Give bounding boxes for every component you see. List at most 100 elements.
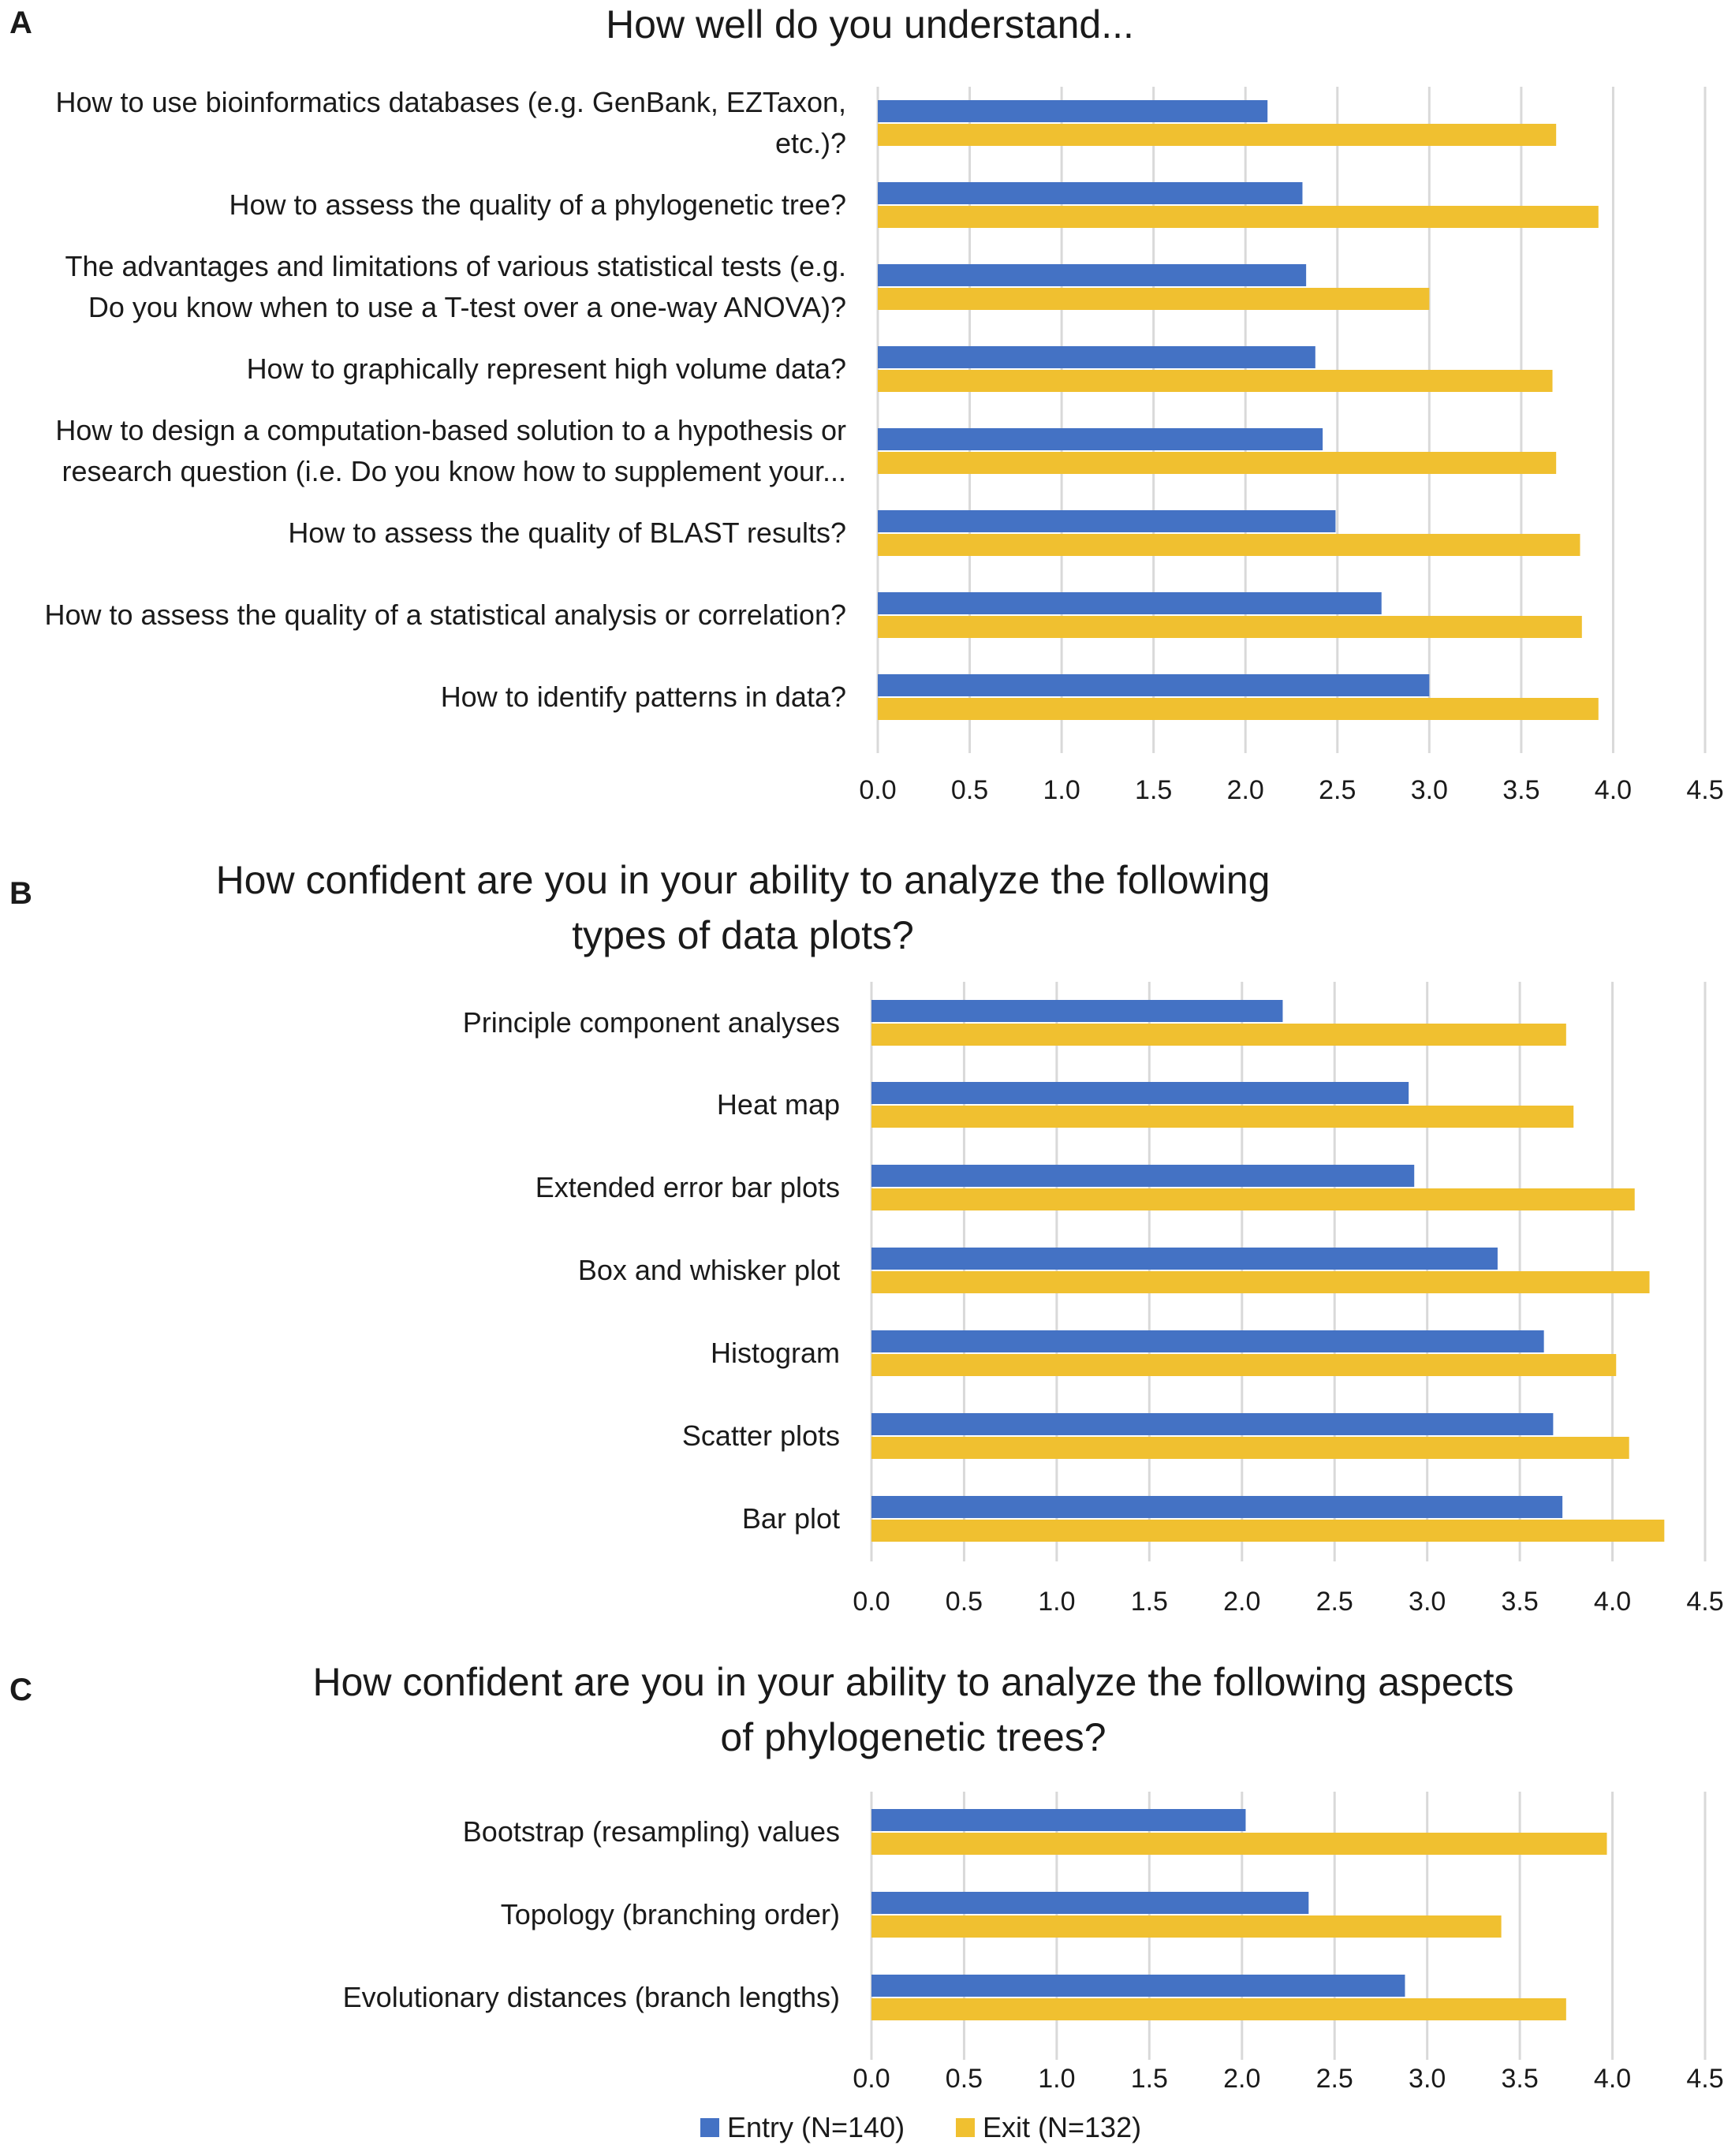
panel-b-bar-entry xyxy=(871,1413,1554,1435)
panel-b-letter: B xyxy=(9,876,32,911)
panel-a-letter: A xyxy=(9,6,32,40)
panel-a-category-label: etc.)? xyxy=(775,127,846,159)
panel-a-x-tick-label: 4.5 xyxy=(1686,775,1723,805)
panel-a-category-label: How to graphically represent high volume… xyxy=(247,352,846,385)
panel-c-bar-entry xyxy=(871,1892,1309,1914)
panel-b-title-line: types of data plots? xyxy=(572,913,914,957)
panel-c-x-tick-label: 4.0 xyxy=(1594,2064,1631,2094)
panel-b-x-tick-label: 3.5 xyxy=(1501,1587,1538,1617)
panel-a-bar-exit xyxy=(878,370,1553,392)
panel-b-category-label: Extended error bar plots xyxy=(535,1171,840,1203)
panel-a-category-label: How to assess the quality of a statistic… xyxy=(45,599,846,631)
panel-a-x-tick-label: 4.0 xyxy=(1595,775,1632,805)
panel-c-bar-exit xyxy=(871,1833,1607,1855)
panel-c-category-label: Topology (branching order) xyxy=(501,1898,840,1930)
panel-a-category-label: research question (i.e. Do you know how … xyxy=(62,455,846,487)
panel-b-x-tick-label: 1.5 xyxy=(1131,1587,1168,1617)
panel-c-title-line: of phylogenetic trees? xyxy=(720,1715,1106,1759)
panel-c-x-tick-label: 2.5 xyxy=(1316,2064,1353,2094)
panel-a-x-tick-label: 2.5 xyxy=(1319,775,1356,805)
panel-b-bar-exit xyxy=(871,1520,1665,1542)
panel-a-bar-entry xyxy=(878,100,1268,122)
panel-b-x-tick-label: 0.5 xyxy=(946,1587,983,1617)
panel-b-bar-exit xyxy=(871,1024,1566,1046)
panel-c-x-tick-label: 3.5 xyxy=(1501,2064,1538,2094)
panel-a-bar-entry xyxy=(878,674,1430,696)
panel-a-x-tick-label: 1.0 xyxy=(1043,775,1080,805)
panel-b-bar-exit xyxy=(871,1354,1617,1376)
panel-b-bar-exit xyxy=(871,1437,1629,1459)
panel-b-bar-entry xyxy=(871,1000,1283,1022)
panel-c-bar-entry xyxy=(871,1975,1405,1997)
panel-a-x-tick-label: 3.5 xyxy=(1502,775,1539,805)
panel-b-title-line: How confident are you in your ability to… xyxy=(216,858,1271,902)
panel-c-x-tick-label: 0.0 xyxy=(853,2064,890,2094)
panel-b-category-label: Scatter plots xyxy=(682,1419,840,1452)
panel-a-category-label: How to assess the quality of BLAST resul… xyxy=(288,517,846,549)
panel-a-x-tick-label: 2.0 xyxy=(1227,775,1264,805)
panel-a-category-label: How to use bioinformatics databases (e.g… xyxy=(55,86,846,118)
panel-a-bar-exit xyxy=(878,616,1582,638)
panel-c-category-label: Bootstrap (resampling) values xyxy=(463,1815,840,1848)
legend-label-entry: Entry (N=140) xyxy=(727,2111,905,2143)
legend-label-exit: Exit (N=132) xyxy=(983,2111,1141,2143)
panel-b-category-label: Box and whisker plot xyxy=(578,1254,840,1286)
panel-b-category-label: Histogram xyxy=(711,1337,840,1369)
panel-c-x-tick-label: 4.5 xyxy=(1686,2064,1723,2094)
panel-b-category-label: Principle component analyses xyxy=(463,1006,840,1039)
panel-a-bar-entry xyxy=(878,346,1315,368)
legend-swatch-entry xyxy=(700,2118,719,2137)
panel-c-letter: C xyxy=(9,1673,32,1707)
panel-b-bar-entry xyxy=(871,1496,1563,1518)
panel-b-x-tick-label: 0.0 xyxy=(853,1587,890,1617)
panel-c-x-tick-label: 2.0 xyxy=(1223,2064,1260,2094)
panel-a-bar-entry xyxy=(878,264,1307,286)
panel-a-bar-entry xyxy=(878,592,1382,614)
panel-c-x-tick-label: 0.5 xyxy=(946,2064,983,2094)
panel-b-x-tick-label: 4.5 xyxy=(1686,1587,1723,1617)
panel-c-x-tick-label: 1.5 xyxy=(1131,2064,1168,2094)
panel-a-category-label: Do you know when to use a T-test over a … xyxy=(88,291,846,323)
panel-b-category-label: Bar plot xyxy=(742,1502,840,1535)
panel-a-bar-entry xyxy=(878,428,1323,450)
panel-b-x-tick-label: 3.0 xyxy=(1409,1587,1446,1617)
panel-a-x-tick-label: 0.5 xyxy=(951,775,988,805)
panel-b-bar-exit xyxy=(871,1106,1574,1128)
panel-a-category-label: How to assess the quality of a phylogene… xyxy=(229,188,846,221)
panel-c-bar-exit xyxy=(871,1998,1566,2020)
panel-b-bar-entry xyxy=(871,1165,1415,1187)
panel-a-category-label: The advantages and limitations of variou… xyxy=(65,250,847,282)
panel-b-bar-entry xyxy=(871,1082,1409,1104)
panel-a-bar-entry xyxy=(878,510,1336,532)
panel-a-title-line: How well do you understand... xyxy=(606,2,1134,47)
panel-b-x-tick-label: 2.0 xyxy=(1223,1587,1260,1617)
panel-b-bar-entry xyxy=(871,1248,1498,1270)
panel-b-x-tick-label: 1.0 xyxy=(1038,1587,1075,1617)
panel-b-bar-entry xyxy=(871,1330,1544,1352)
panel-a-bar-entry xyxy=(878,182,1303,204)
panel-a-x-tick-label: 0.0 xyxy=(859,775,896,805)
panel-a-category-label: How to design a computation-based soluti… xyxy=(55,414,846,446)
panel-a-bar-exit xyxy=(878,698,1599,720)
panel-a-x-tick-label: 1.5 xyxy=(1135,775,1172,805)
panel-c-x-tick-label: 1.0 xyxy=(1038,2064,1075,2094)
panel-b-bar-exit xyxy=(871,1271,1650,1293)
panel-a-bar-exit xyxy=(878,452,1557,474)
panel-c-bar-exit xyxy=(871,1915,1502,1938)
panel-c-category-label: Evolutionary distances (branch lengths) xyxy=(343,1981,840,2013)
panel-a-category-label: How to identify patterns in data? xyxy=(441,681,846,713)
panel-b-x-tick-label: 2.5 xyxy=(1316,1587,1353,1617)
panel-c-title-line: How confident are you in your ability to… xyxy=(312,1660,1513,1704)
panel-a-bar-exit xyxy=(878,124,1557,146)
panel-a-bar-exit xyxy=(878,206,1599,228)
panel-a-bar-exit xyxy=(878,534,1580,556)
panel-b-x-tick-label: 4.0 xyxy=(1594,1587,1631,1617)
legend-swatch-exit xyxy=(956,2118,975,2137)
panel-a-x-tick-label: 3.0 xyxy=(1411,775,1448,805)
panel-c-bar-entry xyxy=(871,1809,1246,1831)
panel-c-x-tick-label: 3.0 xyxy=(1409,2064,1446,2094)
panel-a-bar-exit xyxy=(878,288,1430,310)
panel-b-category-label: Heat map xyxy=(717,1088,840,1121)
panel-b-bar-exit xyxy=(871,1188,1635,1210)
